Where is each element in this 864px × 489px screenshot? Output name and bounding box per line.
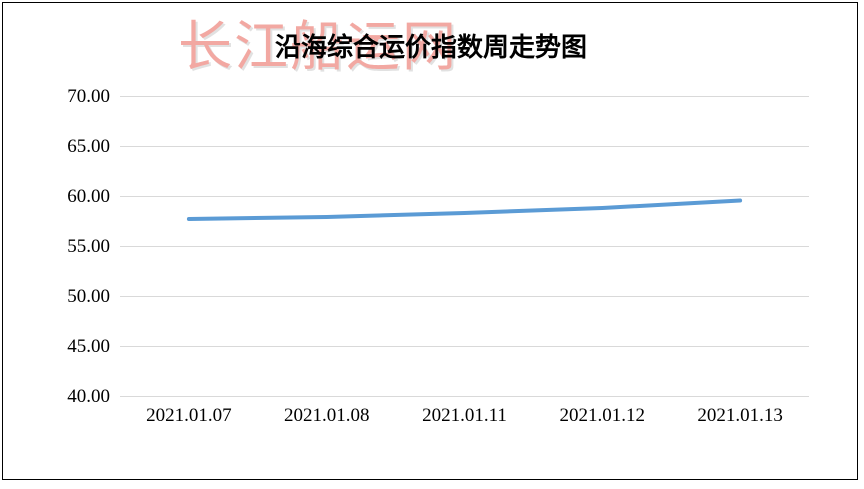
chart-title: 沿海综合运价指数周走势图 — [274, 33, 587, 62]
x-axis-tick-label: 2021.01.08 — [283, 405, 370, 426]
gridline — [120, 246, 809, 247]
series-line-chart — [186, 198, 743, 221]
series-polyline — [186, 198, 743, 221]
watermark-text: 长江船运网 — [178, 17, 458, 77]
x-axis-tick-label: 2021.01.11 — [422, 405, 507, 426]
y-axis-tick-label: 40.00 — [67, 386, 110, 407]
y-axis-tick-label: 65.00 — [67, 136, 110, 157]
plot-area — [120, 96, 809, 397]
x-axis-tick-label: 2021.01.12 — [559, 405, 646, 426]
y-axis-tick-label: 50.00 — [67, 286, 110, 307]
y-axis-tick-label: 55.00 — [67, 236, 110, 257]
gridline — [120, 346, 809, 347]
gridline — [120, 396, 809, 397]
x-axis: 2021.01.07 2021.01.08 2021.01.11 2021.01.12… — [120, 405, 809, 431]
x-axis-tick-label: 2021.01.07 — [146, 405, 232, 426]
gridline — [120, 146, 809, 147]
gridline — [120, 96, 809, 97]
y-axis-tick-label: 70.00 — [67, 86, 110, 107]
chart-frame: 长江船运网 沿海综合运价指数周走势图 70.00 65.00 60.00 55.00 5… — [2, 2, 858, 480]
x-axis-tick-label: 2021.01.13 — [697, 405, 783, 426]
gridline — [120, 296, 809, 297]
gridline — [120, 196, 809, 197]
y-axis-tick-label: 60.00 — [67, 186, 110, 207]
y-axis-tick-label: 45.00 — [67, 336, 110, 357]
y-axis: 70.00 65.00 60.00 55.00 50.00 45.00 40.00 — [18, 87, 110, 406]
